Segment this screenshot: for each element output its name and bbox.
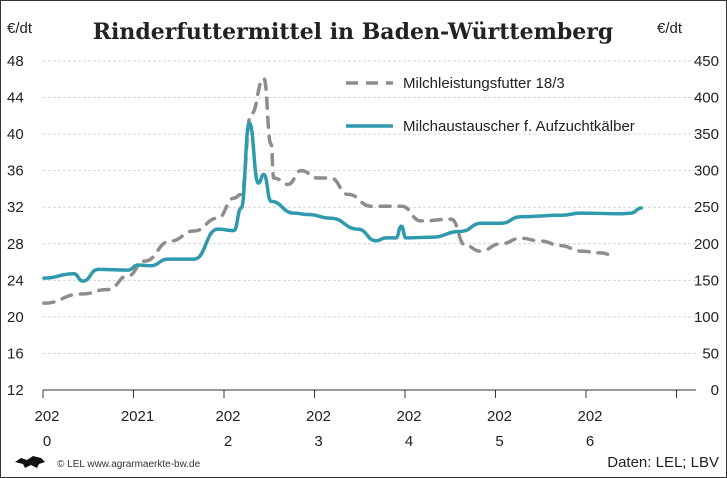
right-tick-label: 0 [711, 382, 719, 399]
x-tick-label: 6 [586, 433, 594, 450]
x-tick-label: 3 [314, 433, 322, 450]
right-axis-unit: €/dt [657, 20, 683, 37]
left-axis-unit: €/dt [7, 20, 33, 37]
x-tick-label: 2021 [121, 408, 154, 425]
x-tick-label: 202 [396, 408, 421, 425]
left-tick-label: 32 [7, 199, 24, 216]
left-tick-label: 16 [7, 345, 24, 362]
right-tick-label: 250 [694, 199, 719, 216]
left-tick-label: 12 [7, 382, 24, 399]
x-tick-label: 202 [215, 408, 240, 425]
x-tick-label: 2 [224, 433, 232, 450]
x-tick-label: 0 [43, 433, 51, 450]
x-tick-label: 4 [405, 433, 413, 450]
right-tick-label: 400 [694, 90, 719, 107]
x-tick-label: 5 [495, 433, 503, 450]
data-source: Daten: LEL; LBV [607, 454, 719, 471]
lion-logo [15, 456, 45, 468]
right-tick-label: 150 [694, 272, 719, 289]
left-tick-label: 20 [7, 309, 24, 326]
right-tick-label: 200 [694, 236, 719, 253]
footer: © LEL www.agrarmaerkte-bw.de Daten: LEL;… [15, 454, 719, 471]
right-tick-label: 300 [694, 163, 719, 180]
right-tick-label: 450 [694, 53, 719, 70]
chart-title: Rinderfuttermittel in Baden-Württemberg [93, 19, 613, 45]
right-tick-label: 50 [702, 345, 719, 362]
left-tick-label: 36 [7, 163, 24, 180]
x-tick-label: 202 [577, 408, 602, 425]
x-tick-label: 202 [34, 408, 59, 425]
left-tick-label: 44 [7, 90, 24, 107]
x-tick-label: 202 [487, 408, 512, 425]
copyright-credit: © LEL www.agrarmaerkte-bw.de [57, 459, 201, 470]
left-tick-label: 40 [7, 126, 24, 143]
right-tick-label: 350 [694, 126, 719, 143]
legend-label: Milchaustauscher f. Aufzuchtkälber [403, 118, 635, 135]
series-milchleistungsfutter [42, 76, 614, 305]
left-tick-label: 24 [7, 272, 24, 289]
series-milchaustauscher [42, 121, 643, 283]
legend-label: Milchleistungsfutter 18/3 [403, 75, 565, 92]
left-tick-label: 48 [7, 53, 24, 70]
left-tick-label: 28 [7, 236, 24, 253]
x-tick-label: 202 [306, 408, 331, 425]
right-tick-label: 100 [694, 309, 719, 326]
